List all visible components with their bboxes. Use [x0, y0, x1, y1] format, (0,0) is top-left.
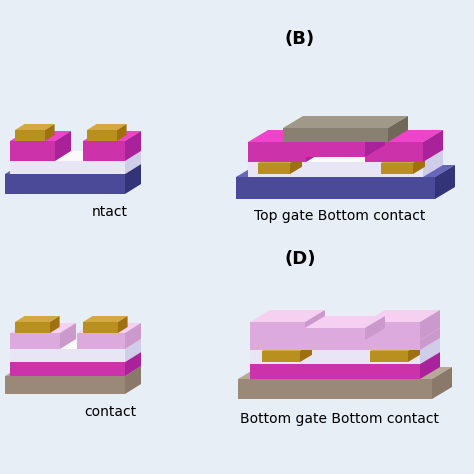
Polygon shape	[250, 352, 440, 364]
Polygon shape	[125, 366, 141, 394]
Polygon shape	[306, 130, 326, 162]
Polygon shape	[250, 340, 420, 350]
Polygon shape	[118, 316, 128, 333]
Polygon shape	[262, 351, 300, 362]
Polygon shape	[283, 128, 388, 142]
Polygon shape	[238, 379, 432, 399]
Polygon shape	[250, 322, 305, 340]
Polygon shape	[423, 150, 443, 177]
Polygon shape	[125, 323, 141, 349]
Polygon shape	[420, 352, 440, 379]
Polygon shape	[15, 322, 50, 333]
Polygon shape	[77, 323, 141, 333]
Polygon shape	[365, 310, 440, 322]
Polygon shape	[365, 322, 420, 340]
Text: Top gate Bottom contact: Top gate Bottom contact	[255, 209, 426, 223]
Polygon shape	[365, 316, 385, 340]
Polygon shape	[10, 131, 71, 141]
Polygon shape	[248, 150, 443, 162]
Text: (B): (B)	[285, 30, 315, 48]
Polygon shape	[10, 151, 141, 161]
Polygon shape	[306, 130, 385, 142]
Text: ntact: ntact	[92, 205, 128, 219]
Polygon shape	[432, 367, 452, 399]
Polygon shape	[250, 350, 420, 364]
Polygon shape	[125, 339, 141, 362]
Polygon shape	[250, 328, 440, 340]
Polygon shape	[420, 310, 440, 340]
Polygon shape	[365, 130, 385, 157]
Polygon shape	[10, 333, 60, 349]
Polygon shape	[305, 310, 325, 340]
Polygon shape	[10, 161, 125, 174]
Polygon shape	[306, 142, 365, 157]
Polygon shape	[10, 362, 125, 376]
Polygon shape	[420, 338, 440, 364]
Polygon shape	[381, 163, 413, 174]
Text: (D): (D)	[284, 250, 316, 268]
Polygon shape	[83, 322, 118, 333]
Polygon shape	[435, 165, 455, 199]
Polygon shape	[83, 131, 141, 141]
Polygon shape	[305, 328, 365, 340]
Polygon shape	[300, 344, 312, 362]
Polygon shape	[250, 338, 440, 350]
Polygon shape	[5, 174, 125, 194]
Polygon shape	[45, 124, 55, 141]
Polygon shape	[10, 141, 55, 161]
Polygon shape	[15, 124, 55, 130]
Polygon shape	[262, 344, 312, 351]
Polygon shape	[236, 165, 455, 177]
Polygon shape	[125, 164, 141, 194]
Polygon shape	[55, 131, 71, 161]
Polygon shape	[238, 367, 452, 379]
Polygon shape	[365, 142, 423, 162]
Polygon shape	[365, 130, 443, 142]
Polygon shape	[10, 323, 76, 333]
Polygon shape	[10, 349, 125, 362]
Polygon shape	[117, 124, 127, 141]
Polygon shape	[15, 130, 45, 141]
Polygon shape	[83, 316, 128, 322]
Polygon shape	[258, 163, 290, 174]
Polygon shape	[305, 316, 385, 328]
Polygon shape	[258, 156, 302, 163]
Polygon shape	[5, 376, 125, 394]
Polygon shape	[408, 344, 420, 362]
Polygon shape	[125, 151, 141, 174]
Polygon shape	[250, 310, 325, 322]
Polygon shape	[283, 116, 408, 128]
Polygon shape	[248, 162, 423, 177]
Polygon shape	[50, 316, 60, 333]
Polygon shape	[236, 177, 435, 199]
Polygon shape	[423, 130, 443, 162]
Polygon shape	[248, 142, 306, 162]
Polygon shape	[5, 164, 141, 174]
Polygon shape	[248, 130, 326, 142]
Polygon shape	[125, 131, 141, 161]
Text: contact: contact	[84, 405, 136, 419]
Polygon shape	[60, 323, 76, 349]
Polygon shape	[10, 339, 141, 349]
Polygon shape	[370, 344, 420, 351]
Polygon shape	[83, 141, 125, 161]
Polygon shape	[250, 364, 420, 379]
Polygon shape	[87, 124, 127, 130]
Polygon shape	[413, 156, 425, 174]
Polygon shape	[388, 116, 408, 142]
Polygon shape	[370, 351, 408, 362]
Polygon shape	[77, 333, 125, 349]
Polygon shape	[15, 316, 60, 322]
Polygon shape	[10, 352, 141, 362]
Polygon shape	[290, 156, 302, 174]
Polygon shape	[125, 352, 141, 376]
Polygon shape	[5, 366, 141, 376]
Polygon shape	[381, 156, 425, 163]
Polygon shape	[420, 328, 440, 350]
Polygon shape	[87, 130, 117, 141]
Text: Bottom gate Bottom contact: Bottom gate Bottom contact	[240, 412, 439, 426]
